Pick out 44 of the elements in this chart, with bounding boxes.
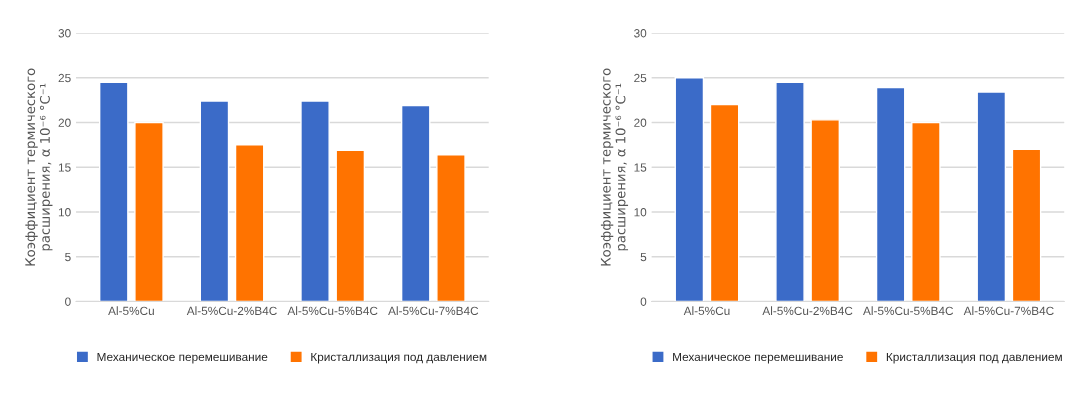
x-tick-label: Al-5%Cu-5%B4C — [863, 306, 954, 316]
x-tick-label: Al-5%Cu — [108, 306, 154, 316]
bar — [134, 121, 164, 302]
bar — [1011, 148, 1042, 302]
x-tick-label: Al-5%Cu-2%B4C — [186, 306, 277, 316]
y-tick-label: 5 — [65, 252, 71, 262]
x-tick-label: Al-5%Cu-5%B4C — [287, 306, 378, 316]
y-tick-label: 30 — [634, 29, 647, 38]
x-tick-label: Al-5%Cu — [683, 306, 730, 316]
legend-label: Кристаллизация под давлением — [886, 352, 1062, 364]
x-tick-label: Al-5%Cu-7%B4C — [963, 306, 1054, 316]
y-tick-label: 0 — [640, 297, 647, 306]
legend-label: Механическое перемешивание — [97, 352, 268, 364]
bar — [199, 100, 230, 302]
bar — [911, 121, 941, 302]
y-tick-label: 0 — [65, 297, 71, 306]
bar — [335, 149, 366, 302]
bar — [875, 86, 906, 302]
y-tick-label: 25 — [58, 73, 71, 83]
y-tick-label: 15 — [58, 163, 71, 172]
bar — [436, 154, 466, 302]
bar — [300, 100, 330, 302]
bar — [234, 144, 265, 302]
y-tick-label: 5 — [640, 252, 647, 262]
y-tick-label: 10 — [58, 208, 71, 217]
x-tick-label: Al-5%Cu-2%B4C — [762, 306, 853, 316]
bar — [810, 119, 841, 302]
bar — [98, 81, 129, 302]
bar — [709, 103, 740, 302]
y-tick-label: 15 — [634, 163, 647, 172]
x-tick-label: Al-5%Cu-7%B4C — [388, 306, 479, 316]
y-tick-label: 25 — [634, 73, 647, 83]
y-axis-title: Коэффициент термического расширения, α 10⁻⁶ °C⁻¹ — [600, 68, 629, 266]
legend-label: Кристаллизация под давлением — [311, 352, 487, 364]
bar — [775, 81, 805, 302]
y-tick-label: 10 — [634, 208, 647, 217]
y-axis-title: Коэффициент термического расширения, α 10⁻⁶ °C⁻¹ — [25, 68, 53, 266]
y-tick-label: 20 — [634, 118, 647, 127]
y-tick-label: 30 — [58, 29, 71, 38]
bar — [976, 91, 1007, 302]
legend-label: Механическое перемешивание — [673, 352, 843, 364]
bar — [674, 77, 705, 302]
bar — [400, 104, 431, 302]
y-tick-label: 20 — [58, 118, 71, 127]
